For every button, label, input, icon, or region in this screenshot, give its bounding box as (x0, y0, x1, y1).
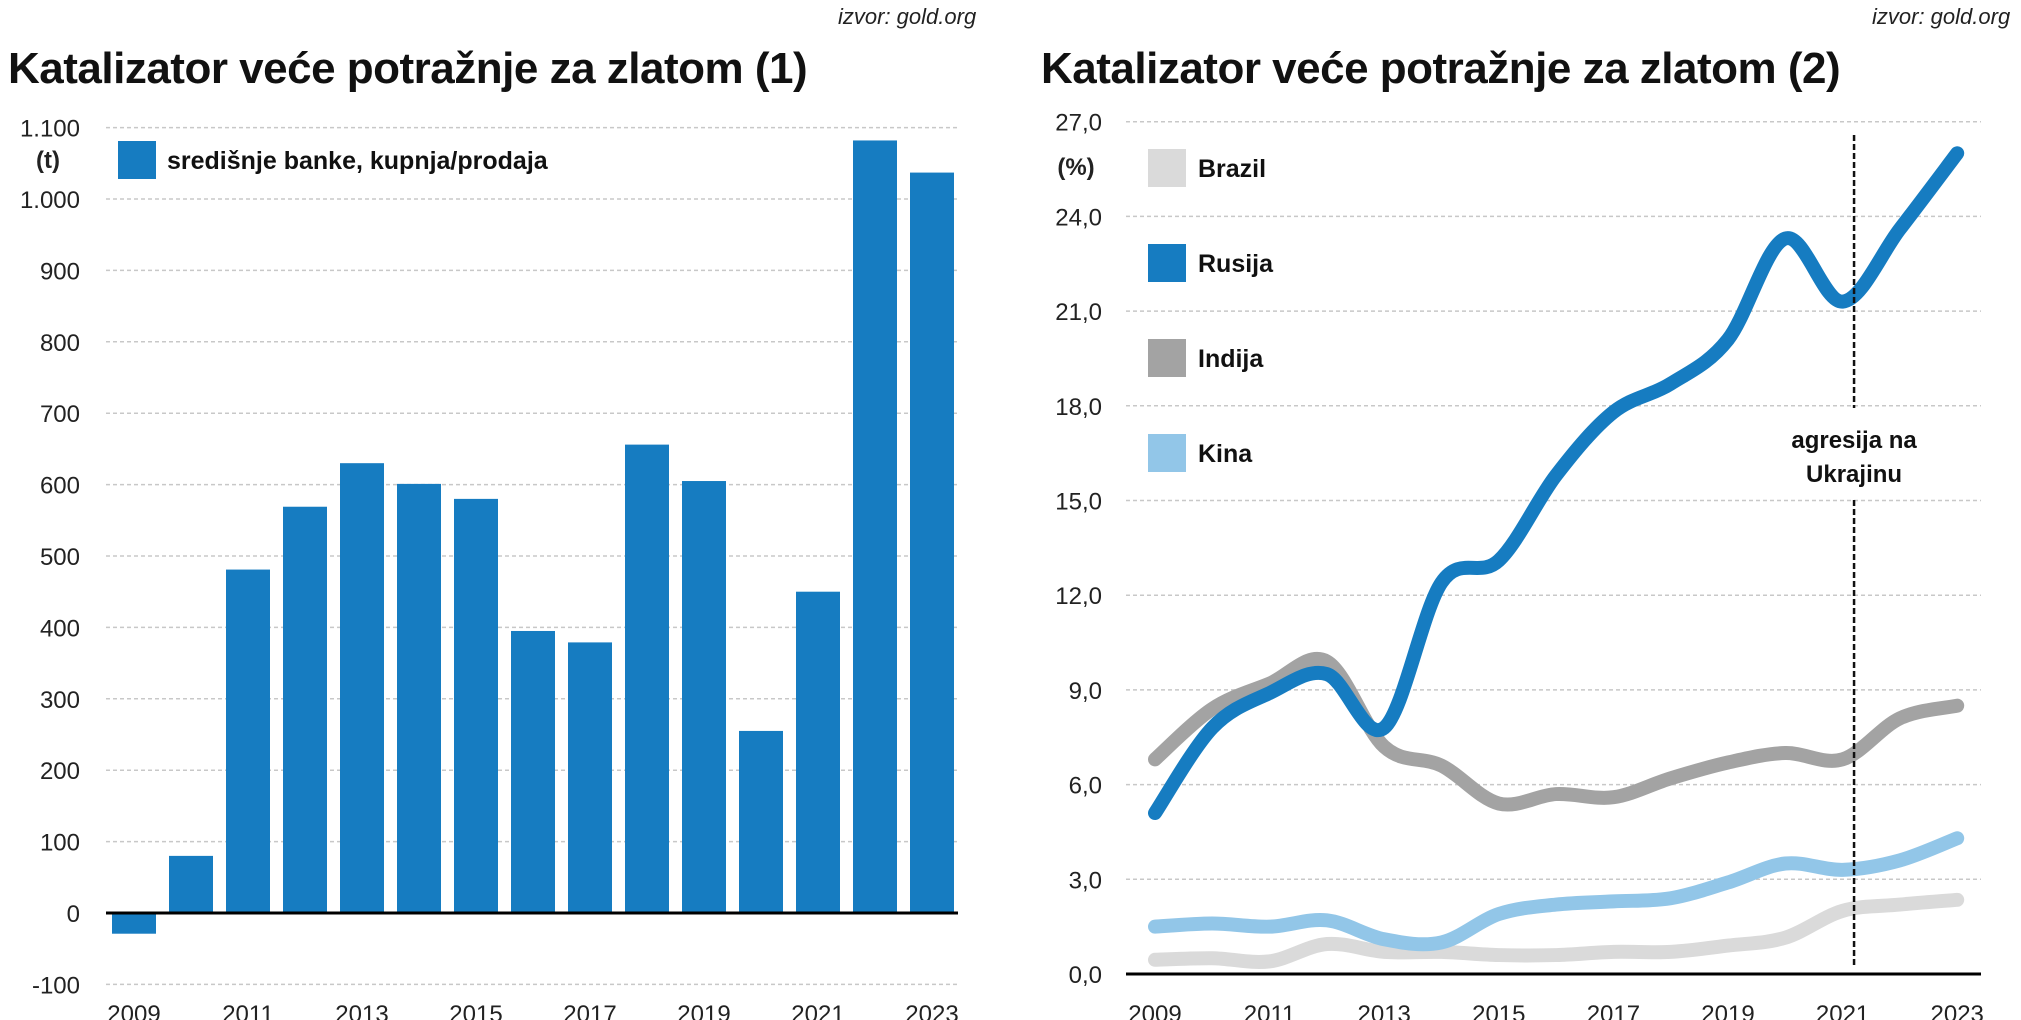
source-right: izvor: gold.org (1872, 4, 2011, 29)
legend-label-china: Kina (1198, 440, 1253, 468)
y-tick-label: 0,0 (1069, 962, 1102, 989)
x-tick-label: 2023 (905, 1001, 958, 1020)
y-tick-label: 900 (40, 258, 80, 285)
bar-2012 (283, 506, 327, 913)
x-tick-label: 2011 (1244, 1001, 1296, 1020)
y-tick-label: 24,0 (1055, 204, 1102, 231)
y-tick-label: 21,0 (1055, 299, 1102, 326)
legend-swatch-russia (1148, 244, 1186, 282)
annotation-text: agresija na (1791, 427, 1917, 454)
bar-2017 (568, 642, 612, 913)
bar-2009 (112, 913, 156, 934)
y-tick-label: 18,0 (1055, 394, 1102, 421)
x-tick-label: 2013 (1358, 1001, 1411, 1020)
y-tick-label: 400 (40, 615, 80, 642)
x-tick-label: 2011 (222, 1001, 274, 1020)
y-tick-label: 600 (40, 473, 80, 500)
y-tick-label: 9,0 (1069, 678, 1102, 705)
y-tick-label: 500 (40, 544, 80, 571)
y-tick-label: 200 (40, 758, 80, 785)
legend-label-brazil: Brazil (1198, 155, 1266, 183)
chart-title-left: Katalizator veće potražnje za zlatom (1) (8, 44, 808, 93)
y-tick-label: 700 (40, 401, 80, 428)
x-tick-label: 2017 (1587, 1001, 1640, 1020)
x-tick-label: 2015 (1472, 1001, 1525, 1020)
legend-label-india: Indija (1198, 345, 1264, 373)
x-tick-label: 2021 (1816, 1001, 1869, 1020)
bar-2022 (853, 140, 897, 913)
y-tick-label: 300 (40, 687, 80, 714)
y-tick-label: 800 (40, 330, 80, 357)
source-left: izvor: gold.org (838, 4, 977, 29)
chart-title-right: Katalizator veće potražnje za zlatom (2) (1041, 44, 1841, 93)
y-tick-label: 27,0 (1055, 110, 1102, 137)
line-india (1148, 652, 1965, 812)
x-tick-label: 2013 (335, 1001, 388, 1020)
bar-2019 (682, 481, 726, 913)
y-tick-label: 100 (40, 830, 80, 857)
line-russia (1148, 146, 1965, 821)
bar-2015 (454, 498, 498, 913)
legend-label-russia: Rusija (1198, 250, 1274, 278)
legend-label-central-banks: središnje banke, kupnja/prodaja (167, 147, 549, 175)
legend-swatch-china (1148, 434, 1186, 472)
y-tick-label: 0 (67, 901, 80, 928)
bar-2014 (397, 483, 441, 913)
legend-swatch-india (1148, 339, 1186, 377)
bar-2011 (226, 569, 270, 913)
x-tick-label: 2019 (677, 1001, 730, 1020)
bar-2023 (910, 172, 954, 913)
legend-swatch-central-banks (118, 141, 156, 179)
y-tick-label: 12,0 (1055, 583, 1102, 610)
bar-2020 (739, 730, 783, 913)
x-tick-label: 2023 (1931, 1001, 1984, 1020)
y-tick-label: 1.100 (20, 116, 80, 143)
y-axis-unit: (t) (36, 147, 60, 174)
bar-2016 (511, 630, 555, 913)
line-brazil (1148, 892, 1965, 969)
y-tick-label: 15,0 (1055, 489, 1102, 516)
x-tick-label: 2021 (791, 1001, 844, 1020)
bar-2010 (169, 855, 213, 913)
legend-swatch-brazil (1148, 149, 1186, 187)
x-tick-label: 2015 (449, 1001, 502, 1020)
x-tick-label: 2009 (1128, 1001, 1181, 1020)
y-tick-label: 6,0 (1069, 773, 1102, 800)
y-tick-label: -100 (32, 972, 80, 999)
annotation-text: Ukrajinu (1806, 461, 1902, 488)
y-tick-label: 3,0 (1069, 867, 1102, 894)
bar-2013 (340, 463, 384, 913)
y-tick-label: 1.000 (20, 187, 80, 214)
x-tick-label: 2019 (1701, 1001, 1754, 1020)
bar-2021 (796, 591, 840, 913)
bar-2018 (625, 444, 669, 913)
line-china (1148, 831, 1965, 952)
x-tick-label: 2009 (107, 1001, 160, 1020)
y-axis-unit: (%) (1057, 154, 1094, 181)
x-tick-label: 2017 (563, 1001, 616, 1020)
